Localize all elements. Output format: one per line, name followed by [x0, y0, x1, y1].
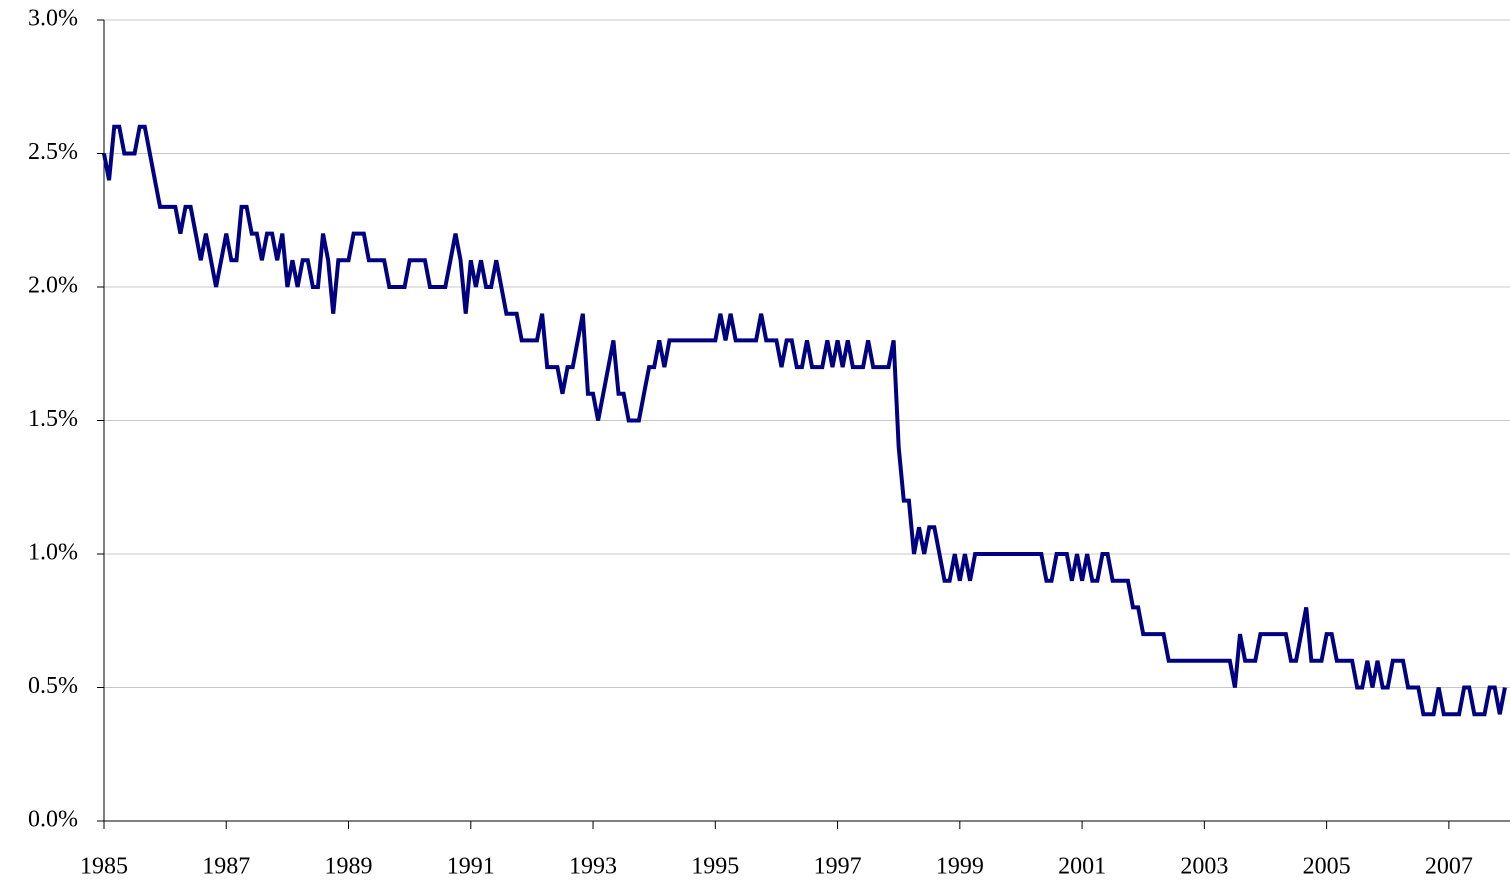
x-tick-label: 1997	[814, 854, 862, 880]
x-tick-label: 1995	[691, 854, 739, 880]
y-tick-label: 1.5%	[28, 406, 78, 432]
y-tick-label: 1.0%	[28, 540, 78, 566]
x-tick-label: 2005	[1303, 854, 1351, 880]
x-tick-label: 1987	[202, 854, 250, 880]
x-tick-label: 1989	[325, 854, 373, 880]
y-tick-label: 0.0%	[28, 807, 78, 833]
y-tick-label: 2.5%	[28, 139, 78, 165]
x-tick-label: 2003	[1180, 854, 1228, 880]
x-tick-label: 1993	[569, 854, 617, 880]
data-line	[102, 124, 1507, 717]
y-tick-label: 0.5%	[28, 673, 78, 699]
x-tick-label: 1999	[936, 854, 984, 880]
y-tick-label: 3.0%	[28, 6, 78, 32]
x-tick-label: 2001	[1058, 854, 1106, 880]
x-tick-label: 1991	[447, 854, 495, 880]
x-tick-label: 2007	[1425, 854, 1473, 880]
y-tick-label: 2.0%	[28, 273, 78, 299]
x-tick-label: 1985	[80, 854, 128, 880]
